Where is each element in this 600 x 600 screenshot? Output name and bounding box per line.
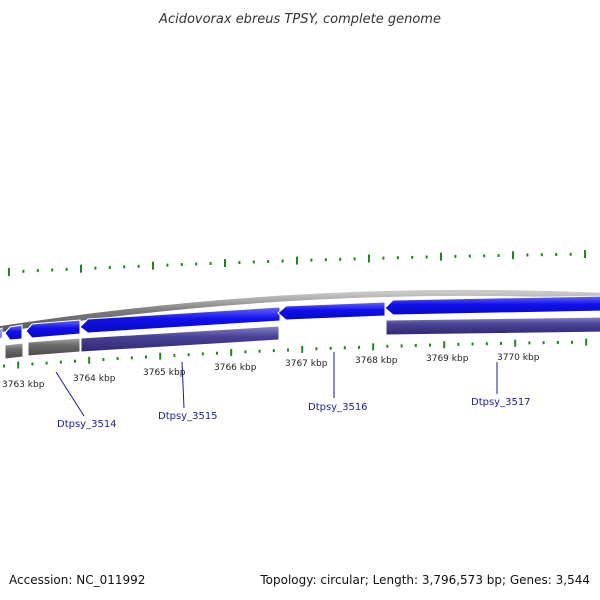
gene-callouts: Dtpsy_3514 Dtpsy_3515 Dtpsy_3516 Dtpsy_3… [55, 352, 531, 430]
gene-label-dtpsy-3514[interactable]: Dtpsy_3514 [57, 419, 117, 430]
map-title: Acidovorax ebreus TPSY, complete genome [158, 12, 441, 27]
reverse-gene-block[interactable] [385, 316, 600, 336]
forward-strand-track [0, 295, 600, 341]
genome-backbone [0, 289, 600, 333]
scale-label: 3767 kbp [285, 359, 328, 369]
gene-arrow-dtpsy-3517[interactable] [384, 295, 600, 316]
scale-label: 3769 kbp [426, 354, 469, 364]
gene-arrow-dtpsy-3516[interactable] [277, 301, 386, 321]
scale-label: 3764 kbp [73, 374, 116, 384]
accession-text: Accession: NC_011992 [9, 573, 146, 587]
scale-label: 3765 kbp [143, 368, 186, 378]
scale-label: 3766 kbp [214, 363, 257, 373]
reverse-gene-block[interactable] [80, 325, 280, 353]
scale-label: 3768 kbp [355, 356, 398, 366]
scale-ticks [3, 338, 588, 369]
gene-label-dtpsy-3516[interactable]: Dtpsy_3516 [308, 402, 368, 413]
reverse-strand-track [4, 316, 600, 360]
genome-summary-text: Topology: circular; Length: 3,796,573 bp… [260, 573, 590, 587]
gc-skew-track [8, 250, 586, 276]
scale-label: 3763 kbp [2, 380, 45, 390]
callout-line [181, 361, 185, 409]
feature-block[interactable] [4, 342, 24, 360]
gene-arrow-forward[interactable] [0, 327, 3, 340]
scale-labels: 3763 kbp 3764 kbp 3765 kbp 3766 kbp 3767… [2, 353, 540, 390]
gene-label-dtpsy-3515[interactable]: Dtpsy_3515 [158, 411, 218, 422]
gene-arrow-forward[interactable] [4, 324, 23, 341]
callout-line [55, 371, 85, 417]
feature-block[interactable] [27, 337, 81, 357]
scale-label: 3770 kbp [497, 353, 540, 363]
gene-label-dtpsy-3517[interactable]: Dtpsy_3517 [471, 397, 531, 408]
